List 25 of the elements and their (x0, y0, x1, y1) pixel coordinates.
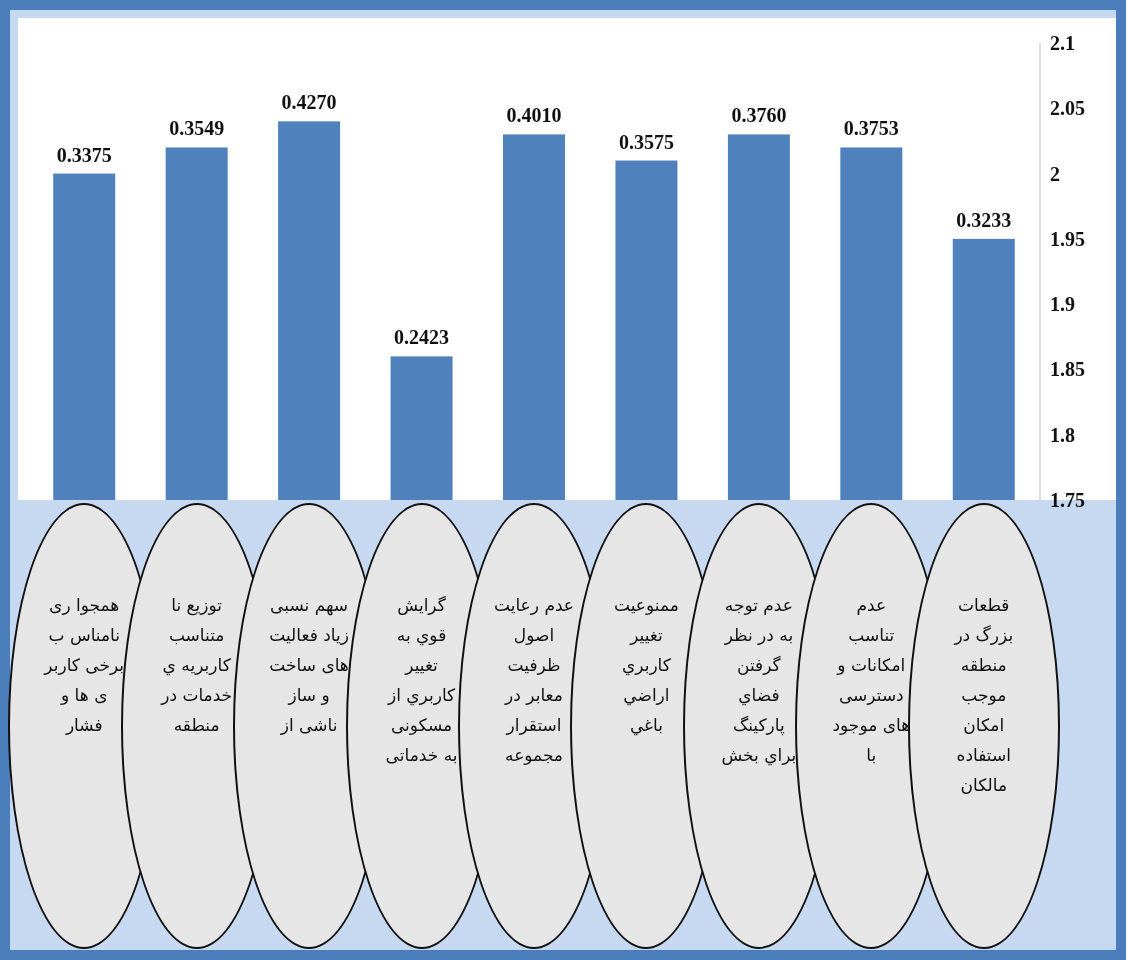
x-tick-label: ممنوعیت تغییر کاربري اراضي باغي (613, 594, 680, 738)
annotation: 0.3753 (843, 117, 899, 140)
y-tick-label: 1.9 (1050, 293, 1075, 316)
annotation: 0.3375 (56, 143, 112, 166)
y-tick-label: 1.8 (1050, 423, 1075, 446)
x-tick-label: توزیع نا متناسب کاربریه ي خدمات در منطقه (159, 594, 234, 737)
annotation: 0.3233 (956, 208, 1012, 231)
x-tick-label: همجوا ری نامناس ب برخی کاربر ی ها و فشار (44, 594, 125, 737)
x-tick-label: گرایش قوي به تغییر کاربري از مسکونی به خدماتی (384, 594, 459, 767)
annotation: 0.2423 (394, 326, 450, 349)
y-tick-label: 2.1 (1050, 32, 1075, 54)
annotation: 0.4270 (281, 91, 337, 114)
x-tick-label: سهم نسبی زیاد فعالیت های ساخت و ساز ناشی از (269, 594, 350, 737)
x-tick-label: عدم توجه به در نظر گرفتن فضاي پارکینگ براي بخش (720, 594, 798, 768)
y-tick-label: 1.75 (1050, 489, 1085, 511)
annotation: 0.3575 (618, 130, 674, 153)
y-tick-label: 1.95 (1050, 227, 1085, 250)
annotation: 0.3549 (169, 117, 225, 140)
x-tick-label: عدم رعایت اصول ظرفیت معابر در استقرار مجموعه (494, 594, 574, 767)
y-tick-label: 2.05 (1050, 97, 1085, 120)
annotation: 0.3760 (731, 104, 787, 127)
annotation: 0.4010 (506, 104, 562, 127)
y-tick-label: 2 (1050, 162, 1060, 185)
y-tick-label: 1.85 (1050, 358, 1085, 381)
x-tick-label: قطعات بزرگ در منطقه موجب امکان استفاده مالکان (952, 594, 1015, 797)
